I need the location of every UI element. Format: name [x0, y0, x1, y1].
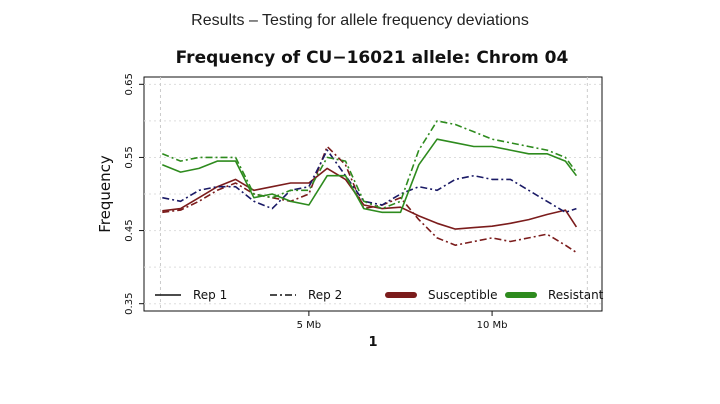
y-tick-label-3: 0.65	[124, 73, 135, 95]
legend-label-1: Rep 2	[308, 288, 342, 302]
legend-label-0: Rep 1	[193, 288, 227, 302]
series-line-susceptible-rep1-0	[162, 167, 578, 230]
legend-label-3: Resistant	[548, 288, 604, 302]
x-axis: 5 Mb 10 Mb	[297, 311, 508, 331]
series-line-susceptible-rep2-1	[162, 145, 577, 254]
x-axis-label: 1	[368, 335, 377, 350]
series-line-resistant-rep2-4	[162, 120, 578, 210]
y-axis: 0.35 0.45 0.55 0.65	[124, 73, 144, 315]
series-line-resistant-rep1-3	[162, 138, 578, 214]
y-tick-label-1: 0.45	[124, 219, 135, 241]
series-line-susceptible-rep2-2	[162, 149, 577, 214]
y-tick-label-2: 0.55	[124, 146, 135, 168]
y-tick-label-0: 0.35	[124, 293, 135, 315]
grid	[144, 77, 602, 311]
chart-title: Frequency of CU−16021 allele: Chrom 04	[176, 48, 569, 68]
x-tick-label-0: 5 Mb	[297, 320, 322, 331]
series-lines	[162, 120, 578, 254]
slide-title: Results – Testing for allele frequency d…	[191, 12, 529, 29]
x-tick-label-1: 10 Mb	[477, 320, 508, 331]
y-axis-label: Frequency	[96, 155, 114, 233]
legend: Rep 1 Rep 2 Susceptible Resistant	[155, 288, 604, 302]
legend-label-2: Susceptible	[428, 288, 497, 302]
plot-area	[143, 76, 603, 312]
